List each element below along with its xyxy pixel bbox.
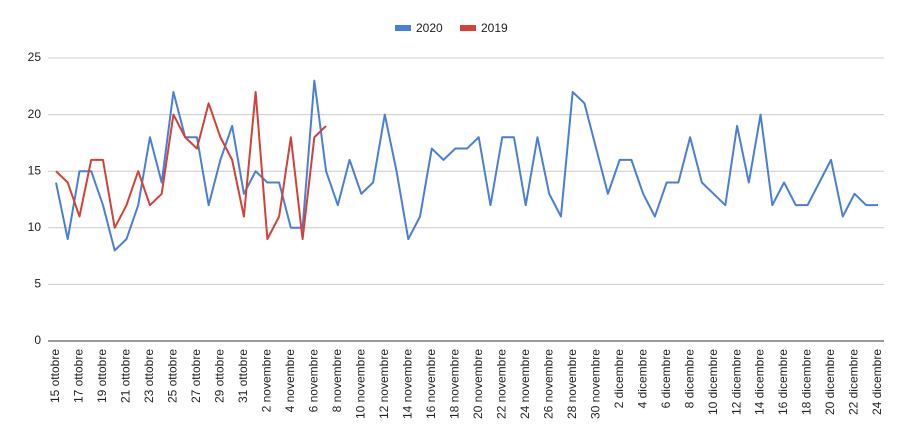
- x-tick-label: 10 dicembre: [706, 349, 720, 415]
- x-tick-label: 20 dicembre: [823, 349, 837, 415]
- x-tick-label: 4 dicembre: [635, 349, 649, 409]
- x-tick-label: 2 dicembre: [612, 349, 626, 409]
- x-tick-label: 22 dicembre: [847, 349, 861, 415]
- x-tick-label: 23 ottobre: [142, 349, 156, 403]
- x-tick-label: 14 novembre: [400, 349, 414, 419]
- x-tick-label: 22 novembre: [494, 349, 508, 419]
- x-tick-label: 31 ottobre: [236, 349, 250, 403]
- y-tick-label: 5: [34, 277, 41, 291]
- x-tick-label: 20 novembre: [471, 349, 485, 419]
- x-tick-label: 6 dicembre: [659, 349, 673, 409]
- x-tick-label: 21 ottobre: [119, 349, 133, 403]
- x-tick-label: 26 novembre: [541, 349, 555, 419]
- x-tick-label: 4 novembre: [283, 349, 297, 413]
- x-tick-label: 19 ottobre: [95, 349, 109, 403]
- x-tick-label: 10 novembre: [353, 349, 367, 419]
- x-tick-label: 12 novembre: [377, 349, 391, 419]
- legend-swatch: [460, 25, 476, 31]
- x-tick-label: 18 novembre: [447, 349, 461, 419]
- x-tick-label: 16 novembre: [424, 349, 438, 419]
- x-tick-label: 18 dicembre: [800, 349, 814, 415]
- x-tick-label: 25 ottobre: [166, 349, 180, 403]
- y-tick-label: 0: [34, 333, 41, 347]
- y-tick-label: 25: [28, 50, 42, 64]
- x-tick-label: 24 novembre: [518, 349, 532, 419]
- x-tick-label: 17 ottobre: [72, 349, 86, 403]
- series-line: [55, 79, 878, 252]
- x-tick-label: 8 novembre: [330, 349, 344, 413]
- x-tick-label: 14 dicembre: [753, 349, 767, 415]
- x-tick-label: 12 dicembre: [729, 349, 743, 415]
- x-tick-label: 15 ottobre: [48, 349, 62, 403]
- x-tick-label: 2 novembre: [260, 349, 274, 413]
- x-tick-label: 28 novembre: [565, 349, 579, 419]
- x-tick-label: 30 novembre: [588, 349, 602, 419]
- x-tick-label: 8 dicembre: [682, 349, 696, 409]
- x-tick-label: 27 ottobre: [189, 349, 203, 403]
- x-tick-label: 24 dicembre: [870, 349, 884, 415]
- x-tick-label: 29 ottobre: [213, 349, 227, 403]
- x-tick-label: 6 novembre: [307, 349, 321, 413]
- legend-swatch: [395, 25, 411, 31]
- legend-label: 2019: [481, 21, 508, 35]
- x-tick-label: 16 dicembre: [776, 349, 790, 415]
- legend-label: 2020: [416, 21, 443, 35]
- y-tick-label: 20: [28, 107, 42, 121]
- y-tick-label: 15: [28, 163, 42, 177]
- y-tick-label: 10: [28, 220, 42, 234]
- series-line: [55, 90, 327, 241]
